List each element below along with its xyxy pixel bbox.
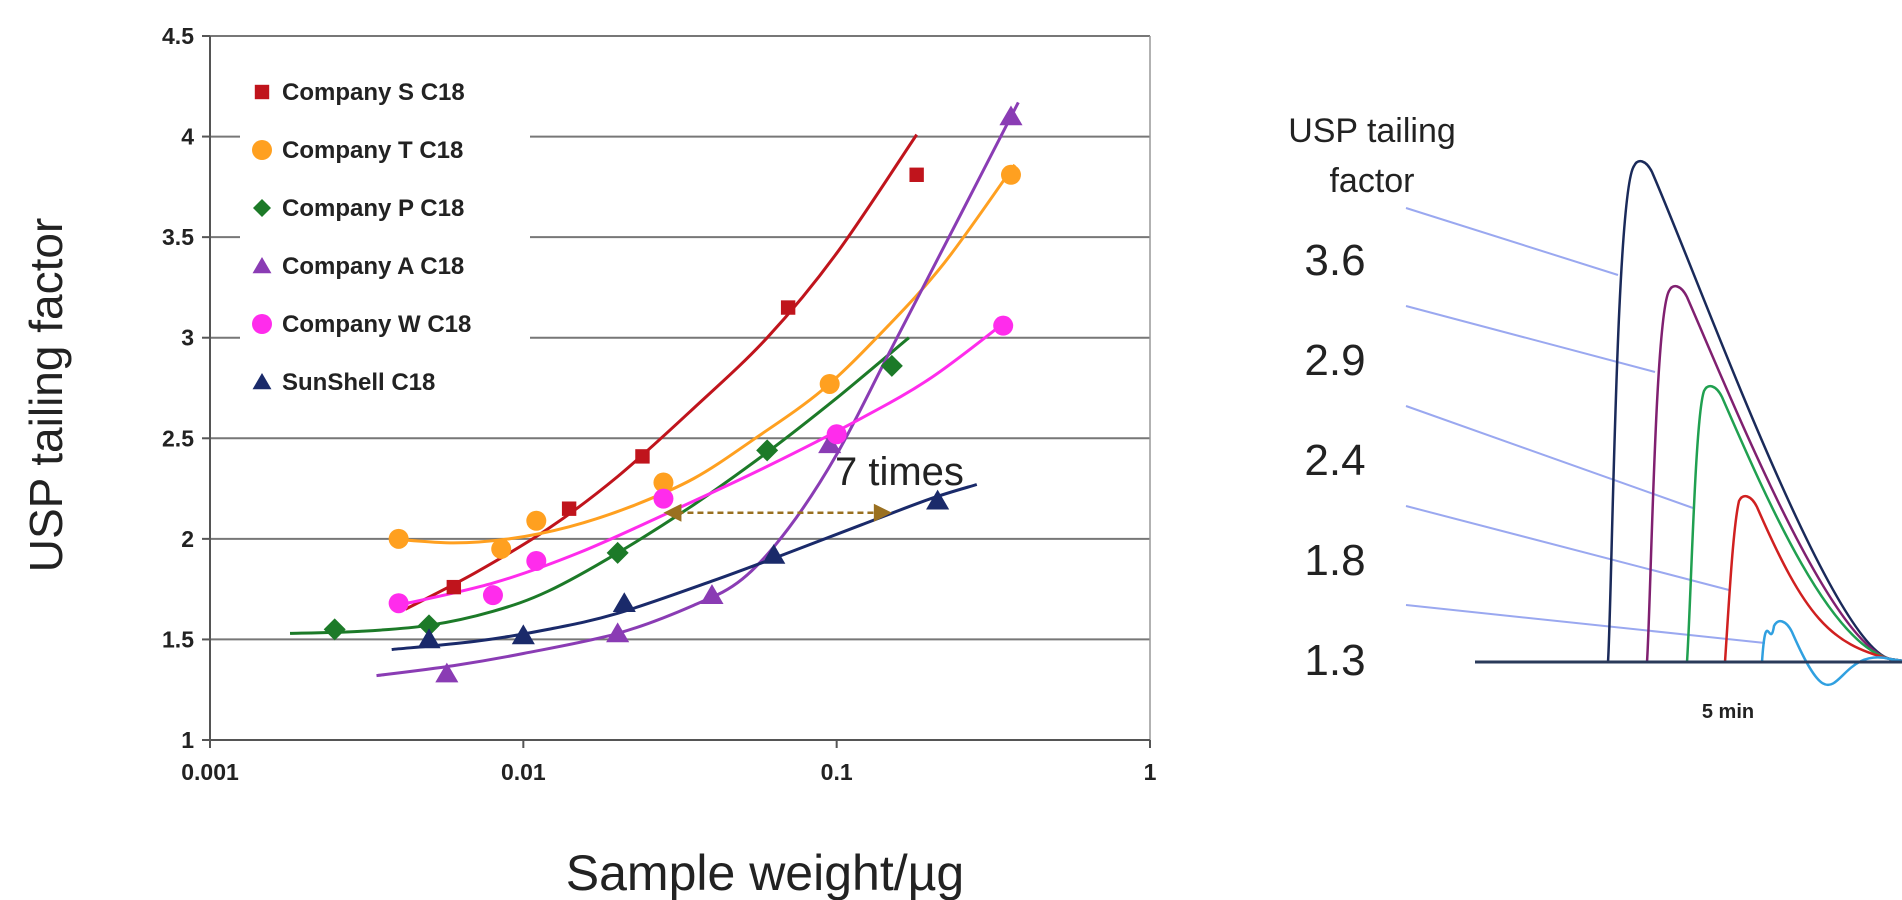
time-label: 5 min	[1702, 701, 1754, 723]
legend-marker	[252, 140, 272, 160]
data-point	[762, 543, 786, 564]
data-point	[780, 300, 796, 315]
x-axis-label: Sample weight/µg	[566, 845, 964, 900]
peak-tailing-label: 2.4	[1304, 436, 1365, 485]
y-tick-label: 1	[181, 727, 194, 753]
legend-item-label: Company T C18	[282, 137, 463, 164]
peak-tailing-labels: 3.6 2.9 2.4 1.8 1.3	[1304, 236, 1365, 685]
data-point	[606, 622, 630, 643]
data-point	[526, 510, 547, 531]
data-point	[880, 354, 903, 377]
data-point	[826, 424, 847, 445]
data-point	[491, 538, 512, 559]
data-point	[999, 105, 1023, 126]
legend-marker	[254, 84, 270, 100]
data-point	[388, 528, 409, 549]
legend-item-label: Company W C18	[282, 311, 471, 338]
legend-marker	[252, 257, 272, 274]
data-point	[635, 449, 650, 464]
y-tick-label: 4.5	[162, 23, 194, 49]
seven-times-label: 7 times	[835, 450, 964, 494]
legend-item-label: Company P C18	[282, 195, 464, 222]
annotation: 7 times	[663, 450, 964, 522]
data-point	[926, 489, 950, 510]
arrow-head-left	[663, 503, 682, 522]
peak-tailing-label: 1.3	[1304, 636, 1365, 685]
peak-leader-line	[1405, 305, 1656, 373]
y-tick-label: 2	[181, 526, 194, 552]
trend-line	[404, 133, 918, 611]
x-tick-label: 0.01	[501, 759, 546, 785]
y-tick-label: 1.5	[162, 626, 194, 652]
trend-lines	[289, 101, 1020, 678]
trend-line	[398, 322, 1005, 607]
chromatogram-peak	[1606, 159, 1902, 663]
data-point	[418, 614, 441, 637]
chromatogram-heading-line2: factor	[1329, 162, 1414, 200]
peak-leader-line	[1405, 207, 1619, 276]
x-tick-label: 0.001	[181, 759, 239, 785]
data-point	[909, 167, 924, 182]
data-point	[511, 624, 535, 645]
data-point	[993, 315, 1014, 336]
data-point	[388, 593, 409, 614]
legend-item-label: Company A C18	[282, 253, 464, 280]
data-markers	[323, 105, 1023, 683]
axes: 1 1.5 2 2.5 3 3.5 4 4.5 0.001 0.01 0.1 1	[162, 23, 1157, 785]
data-point	[819, 373, 840, 394]
data-point	[606, 541, 629, 564]
data-point	[446, 579, 462, 595]
chromatogram-heading-line1: USP tailing	[1288, 112, 1456, 150]
chromatogram-peak	[1645, 284, 1902, 663]
data-point	[653, 472, 674, 493]
peak-tailing-label: 1.8	[1304, 536, 1365, 585]
legend-background	[240, 50, 530, 420]
peak-leader-line	[1405, 505, 1730, 591]
chromatogram-peaks	[1606, 159, 1902, 687]
y-tick-label: 4	[181, 124, 194, 150]
data-point	[323, 618, 346, 641]
data-point	[756, 439, 779, 462]
data-point	[561, 501, 577, 516]
peak-leader-line	[1405, 604, 1766, 644]
data-point	[435, 662, 459, 683]
peak-leader-line	[1405, 405, 1694, 509]
legend-marker	[253, 199, 271, 217]
chromatogram-peak	[1723, 494, 1902, 663]
data-point	[482, 585, 503, 606]
data-point	[526, 550, 547, 571]
tailing-factor-chart: 1 1.5 2 2.5 3 3.5 4 4.5 0.001 0.01 0.1 1 Company S …	[20, 23, 1157, 900]
data-point	[1000, 164, 1021, 185]
chromatogram-peak	[1760, 619, 1902, 687]
y-tick-label: 3.5	[162, 224, 194, 250]
peak-tailing-label: 2.9	[1304, 336, 1365, 385]
chromatogram-peak	[1685, 384, 1902, 663]
legend-marker	[252, 314, 272, 334]
peak-leader-lines	[1405, 207, 1766, 644]
chromatogram-panel: USP tailing factor 3.6 2.9 2.4 1.8 1.3 5 min	[1288, 112, 1902, 723]
legend: Company S C18 Company T C18 Company P C18 C…	[240, 50, 530, 420]
legend-item-label: SunShell C18	[282, 369, 435, 396]
trend-line	[289, 336, 910, 635]
data-point	[612, 592, 636, 613]
trend-line	[391, 483, 978, 651]
y-tick-label: 3	[181, 325, 194, 351]
x-tick-label: 0.1	[821, 759, 853, 785]
legend-item-label: Company S C18	[282, 79, 465, 106]
peak-tailing-label: 3.6	[1304, 236, 1365, 285]
data-point	[653, 488, 674, 509]
data-point	[818, 433, 842, 454]
data-point	[700, 584, 724, 604]
arrow-head-right	[873, 503, 892, 522]
data-point	[417, 628, 441, 649]
x-tick-label: 1	[1144, 759, 1157, 785]
y-axis-label: USP tailing factor	[20, 218, 72, 573]
y-tick-label: 2.5	[162, 425, 194, 451]
legend-marker	[252, 373, 272, 390]
